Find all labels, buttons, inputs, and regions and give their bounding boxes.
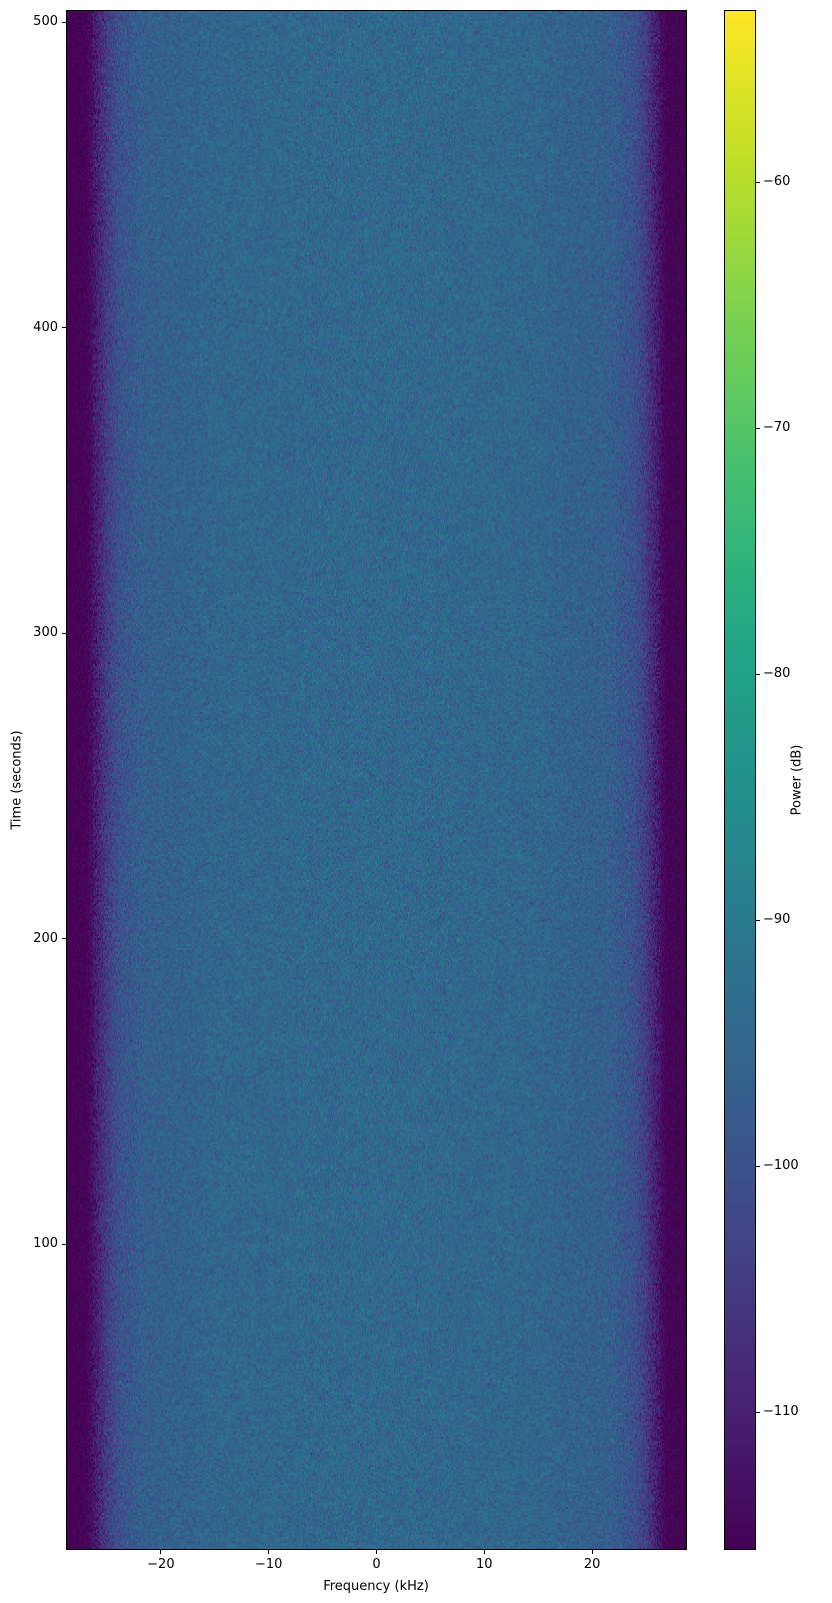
- y-tick-label: 400: [33, 321, 58, 335]
- x-axis-label: Frequency (kHz): [323, 1579, 429, 1594]
- y-tick-mark: [62, 22, 66, 23]
- colorbar-tick-label: −70: [763, 421, 790, 435]
- x-tick-label: 10: [476, 1558, 493, 1572]
- colorbar-tick-mark: [756, 674, 760, 675]
- colorbar-tick-label: −110: [763, 1405, 799, 1419]
- y-tick-label: 200: [33, 932, 58, 946]
- colorbar-label: Power (dB): [790, 745, 805, 816]
- x-tick-mark: [484, 1550, 485, 1554]
- y-tick-mark: [62, 633, 66, 634]
- x-tick-label: −10: [255, 1558, 282, 1572]
- colorbar-tick-label: −90: [763, 913, 790, 927]
- x-tick-label: 0: [372, 1558, 380, 1572]
- y-tick-label: 100: [33, 1237, 58, 1251]
- y-tick-mark: [62, 327, 66, 328]
- colorbar-tick-mark: [756, 428, 760, 429]
- colorbar-tick-mark: [756, 1166, 760, 1167]
- x-tick-mark: [592, 1550, 593, 1554]
- y-axis-label: Time (seconds): [10, 730, 25, 829]
- y-tick-label: 500: [33, 15, 58, 29]
- spectrogram-plot-area: [66, 10, 687, 1550]
- colorbar-tick-label: −100: [763, 1159, 799, 1173]
- y-tick-mark: [62, 938, 66, 939]
- x-tick-label: 20: [584, 1558, 601, 1572]
- colorbar: [724, 10, 756, 1550]
- x-tick-mark: [376, 1550, 377, 1554]
- x-tick-mark: [268, 1550, 269, 1554]
- colorbar-tick-mark: [756, 920, 760, 921]
- colorbar-tick-label: −60: [763, 175, 790, 189]
- x-tick-mark: [160, 1550, 161, 1554]
- colorbar-tick-mark: [756, 1412, 760, 1413]
- y-tick-mark: [62, 1244, 66, 1245]
- x-tick-label: −20: [147, 1558, 174, 1572]
- colorbar-tick-mark: [756, 182, 760, 183]
- y-tick-label: 300: [33, 626, 58, 640]
- spectrogram-image: [67, 11, 686, 1549]
- colorbar-tick-label: −80: [763, 667, 790, 681]
